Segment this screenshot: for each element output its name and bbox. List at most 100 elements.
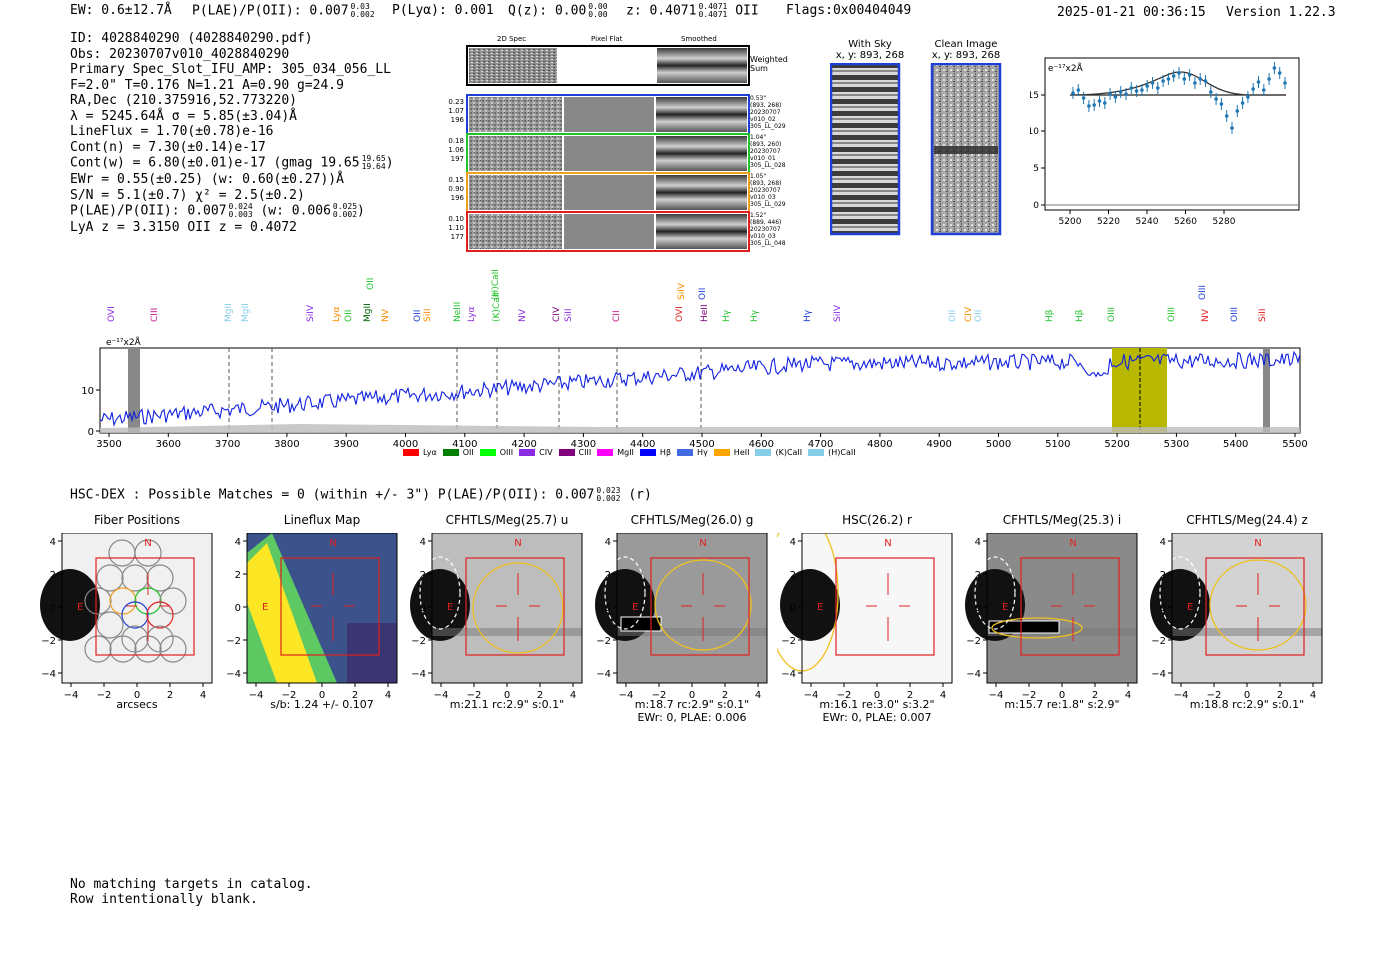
zoom-data-point: [1097, 99, 1102, 103]
north-marker: N: [884, 538, 891, 549]
cutout-ytick: 0: [1160, 603, 1166, 614]
header-version: Version 1.22.3: [1226, 5, 1336, 20]
zoom-chart-unit: e⁻¹⁷x2Å: [1048, 62, 1084, 74]
spectrum-xtick-label: 5000: [986, 439, 1011, 450]
mask-region-right: [1263, 348, 1270, 433]
spectral-line-label: OVI: [675, 306, 685, 322]
sky-images: [830, 63, 1002, 236]
cutout-note-line: m:16.1 re:3.0" s:3.2": [819, 698, 935, 711]
cutout-title: CFHTLS/Meg(24.4) z: [1186, 513, 1308, 527]
spectral-line-label: OIII: [1230, 306, 1240, 322]
spectral-line-label: MgII: [363, 303, 373, 322]
cutout-note-line: m:18.8 rc:2.9" s:0.1": [1189, 698, 1305, 711]
spectrum-xtick-label: 4800: [867, 439, 892, 450]
spectrum-xtick-label: 5300: [1164, 439, 1189, 450]
legend-swatch: [808, 449, 825, 456]
cutout-ytick: 2: [235, 570, 241, 581]
zoom-data-point: [1198, 77, 1202, 81]
header-qz-label: Q(z): 0.00: [508, 3, 587, 19]
cutout-ytick: −4: [1151, 669, 1166, 680]
cutout-ytick: 2: [1160, 570, 1166, 581]
with-sky-title: With Sky x, y: 893, 268: [835, 39, 905, 61]
east-marker: E: [1002, 602, 1008, 613]
spectral-line-label: CIII: [150, 307, 160, 322]
cutout-ytick: −2: [596, 636, 611, 647]
cutout-ytick: 4: [235, 537, 241, 548]
cutout-ytick: −2: [226, 636, 241, 647]
spectrum-ytick-label: 0: [88, 427, 94, 438]
legend-swatch: [479, 449, 496, 456]
spectral-line-label: Lyα: [332, 306, 342, 322]
cutout-xtick: −4: [989, 690, 1004, 701]
cutout-xtick: −4: [619, 690, 634, 701]
cutout-ytick: −4: [966, 669, 981, 680]
info-obs: Obs: 20230707v010_4028840290: [70, 46, 290, 62]
cutout-image: N E −4 −2 0 2 4 4 2 0 −2 −4: [410, 533, 583, 701]
cutout-note-line: EWr: 0, PLAE: 0.006: [637, 711, 747, 724]
cutout-ytick: −4: [41, 669, 56, 680]
spectral-line-label: OII: [413, 309, 423, 322]
spectrum-xtick-label: 4300: [571, 439, 596, 450]
cutout-note-line: m:18.7 rc:2.9" s:0.1": [634, 698, 750, 711]
zoom-ytick-label: 5: [1033, 164, 1039, 174]
legend-item: CIII: [558, 448, 591, 457]
header-flags: Flags:0x00404049: [786, 3, 912, 18]
cutout-xtick: −2: [837, 690, 852, 701]
legend-swatch: [519, 449, 536, 456]
cutout-xtick: 0: [689, 690, 695, 701]
legend-label: HeII: [733, 448, 750, 457]
cutout-xtick: 0: [874, 690, 880, 701]
cutout-ytick: 2: [975, 570, 981, 581]
cutout-xtick: 4: [570, 690, 576, 701]
cutout-xtick: 2: [167, 690, 173, 701]
clean-image-title: Clean Image x, y: 893, 268: [931, 39, 1001, 61]
cutout-note-line: s/b: 1.24 +/- 0.107: [270, 698, 374, 711]
stamp-row-1-stats: 0.23 1.07 196: [448, 98, 464, 124]
cutout-ytick: 0: [420, 603, 426, 614]
east-marker: E: [77, 602, 83, 613]
spectral-line-label: SiII: [423, 308, 433, 322]
cutout-ytick: −2: [781, 636, 796, 647]
east-marker: E: [632, 602, 638, 613]
spectral-line-label: Hγ: [722, 309, 732, 322]
zoom-data-point: [1240, 101, 1245, 105]
zoom-data-point: [1129, 86, 1134, 90]
spectral-line-label: OIII: [1167, 306, 1177, 322]
zoom-data-point: [1156, 86, 1160, 90]
cutout-image: N E −4 −2 0 2 4 4 2 0 −2 −4: [965, 533, 1138, 701]
zoom-data-point: [1118, 90, 1123, 94]
stamp-row-4: [466, 211, 750, 252]
cutout-xtick: 4: [940, 690, 946, 701]
cutout-xtick: 2: [537, 690, 543, 701]
info-sn: S/N = 5.1(±0.7) χ² = 2.5(±0.2): [70, 187, 305, 203]
cutout-note-line: m:21.1 rc:2.9" s:0.1": [449, 698, 565, 711]
cutout-xtick: 0: [134, 690, 140, 701]
spectral-line-label: NV: [518, 309, 528, 322]
cutout-xtick: 2: [1092, 690, 1098, 701]
cutout-ytick: 4: [1160, 537, 1166, 548]
info-primary: Primary Spec_Slot_IFU_AMP: 305_034_056_L…: [70, 62, 391, 77]
cutout-note: m:18.8 rc:2.9" s:0.1": [1152, 698, 1342, 711]
header-plae: P(LAE)/P(OII): 0.007 0.03 0.002: [192, 3, 375, 19]
header-plae-label: P(LAE)/P(OII): 0.007: [192, 3, 349, 19]
cutout-title: Fiber Positions: [93, 513, 181, 527]
spectral-line-label: OIII: [1107, 306, 1117, 322]
zoom-data-point: [1224, 114, 1229, 118]
header-z: z: 0.4071 0.4071 0.4071 OII: [626, 3, 759, 19]
zoom-data-point: [1193, 81, 1197, 85]
spectral-line-label: OII: [698, 287, 708, 300]
stamp-row-3-stats: 0.15 0.90 196: [448, 176, 464, 202]
spectral-line-label: SiIV: [677, 282, 687, 300]
spectrum-xtick-label: 5500: [1282, 439, 1307, 450]
stamp-row-2-meta: 1.04" (893, 260) 20230707 v010_01 305_LL_028: [750, 134, 786, 169]
weighted-sum-label: Weighted Sum: [750, 55, 788, 73]
cutout-ytick: 4: [605, 537, 611, 548]
zoom-data-points: [1071, 62, 1287, 134]
cutout-image: N E −4 −2 0 2 4 4 2 0 −2 −4: [40, 533, 213, 701]
cutout-note: arcsecs: [42, 698, 232, 711]
spectral-line-label: SiII: [1258, 308, 1268, 322]
cutout-xtick: −2: [1022, 690, 1037, 701]
mask-region-left: [128, 348, 140, 433]
zoom-data-point: [1267, 77, 1271, 81]
zoom-data-point: [1235, 109, 1240, 113]
